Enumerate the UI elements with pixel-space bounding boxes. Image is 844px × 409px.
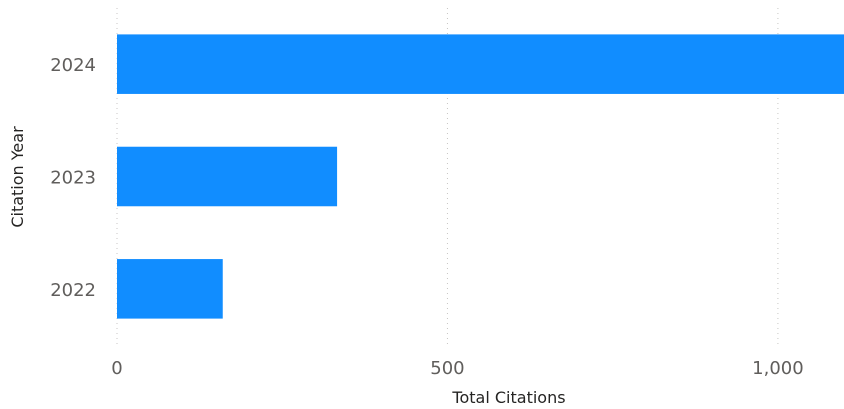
y-axis-title: Citation Year xyxy=(8,126,27,228)
x-tick-label: 500 xyxy=(430,358,464,379)
bar-2022[interactable] xyxy=(117,259,223,319)
y-tick-label: 2022 xyxy=(50,280,96,301)
y-tick-label: 2024 xyxy=(50,55,96,76)
y-tick-label: 2023 xyxy=(50,168,96,189)
bar-2024[interactable] xyxy=(117,34,844,94)
bars xyxy=(117,34,844,319)
x-axis-tick-labels: 0 500 1,000 xyxy=(111,358,803,379)
y-axis-tick-labels: 2024 2023 2022 xyxy=(50,55,96,301)
x-tick-label: 1,000 xyxy=(752,358,804,379)
x-tick-label: 0 xyxy=(111,358,122,379)
bar-2023[interactable] xyxy=(117,146,338,207)
x-axis-title: Total Citations xyxy=(451,388,565,407)
